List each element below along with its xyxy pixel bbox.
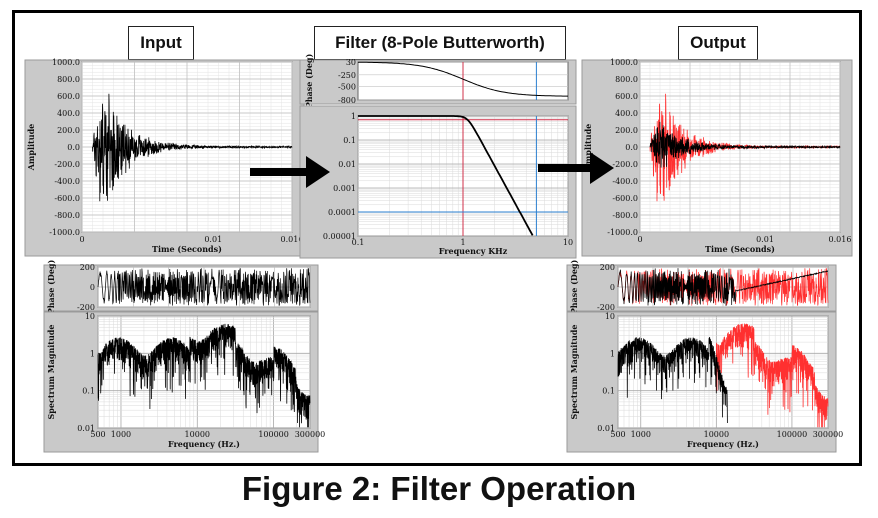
filter-phase-y-label: Phase (Deg) — [304, 53, 314, 108]
output_phase-series-1 — [617, 268, 829, 306]
output_spectrum-y-tick: 10 — [605, 312, 615, 321]
input_spectrum-y-tick: 1 — [90, 349, 95, 358]
input_time-y-tick: -400.0 — [54, 177, 80, 186]
input_time-x-tick: 0.016 — [281, 235, 304, 244]
input_spectrum-x-tick: 300000 — [295, 430, 326, 439]
output_time-y-label: Amplitude — [583, 124, 593, 172]
filter-title: Filter (8-Pole Butterworth) — [314, 26, 566, 60]
filter-magnitude-x-tick: 0.1 — [352, 238, 365, 247]
input_time-y-tick: 200.0 — [57, 126, 80, 135]
output_time-y-tick: 400.0 — [615, 109, 638, 118]
input_spectrum-series-0 — [97, 323, 311, 428]
output_spectrum-y-tick: 0.1 — [602, 387, 615, 396]
output_time-x-tick: 0 — [637, 235, 642, 244]
input_time-y-tick: 400.0 — [57, 109, 80, 118]
filter-magnitude-y-tick: 0.01 — [338, 160, 356, 169]
filter-magnitude-y-tick: 1 — [351, 112, 356, 121]
input_spectrum-x-tick: 500 — [90, 430, 105, 439]
output_time-x-label: Time (Seconds) — [705, 244, 775, 254]
input_phase-series-0 — [97, 267, 311, 306]
input_time-y-tick: 600.0 — [57, 92, 80, 101]
input_spectrum-y-tick: 10 — [85, 312, 95, 321]
output_time-y-tick: -200.0 — [612, 160, 638, 169]
input_time-x-tick: 0 — [79, 235, 84, 244]
filter-magnitude-curve — [358, 115, 534, 236]
output_time-y-tick: 800.0 — [615, 75, 638, 84]
output_time-y-tick: -600.0 — [612, 194, 638, 203]
input_spectrum-y-tick: 0.01 — [77, 424, 95, 433]
input_time-y-tick: -800.0 — [54, 211, 80, 220]
filter-magnitude-x-tick: 10 — [563, 238, 573, 247]
output_phase-y-tick: 0 — [610, 283, 615, 292]
filter-phase-y-tick: -800 — [338, 96, 356, 105]
arrow-filter-to-output-head — [590, 152, 614, 184]
output_spectrum-x-label: Frequency (Hz.) — [687, 439, 759, 449]
output_spectrum-x-tick: 300000 — [813, 430, 844, 439]
output_spectrum-x-tick: 1000 — [631, 430, 651, 439]
input_time-y-tick: -200.0 — [54, 160, 80, 169]
output_spectrum-x-tick: 500 — [610, 430, 625, 439]
input_time-y-label: Amplitude — [26, 124, 36, 172]
filter-phase-y-tick: 30 — [346, 58, 356, 67]
arrow-input-to-filter-head — [306, 156, 330, 188]
filter-phase-curve — [358, 61, 568, 97]
filter-magnitude-y-tick: 0.00001 — [323, 232, 356, 241]
output_phase-y-tick: 200 — [600, 263, 615, 272]
output_time-y-tick: 200.0 — [615, 126, 638, 135]
output_phase-y-tick: -200 — [597, 303, 615, 312]
output_spectrum-x-tick: 100000 — [777, 430, 808, 439]
output_time-x-tick: 0.01 — [756, 235, 774, 244]
output_time-series-1 — [649, 121, 841, 168]
input_time-x-tick: 0.01 — [204, 235, 222, 244]
input_time-series-0 — [92, 93, 293, 202]
input_spectrum-x-tick: 10000 — [185, 430, 210, 439]
output_spectrum-y-label: Spectrum Magnitude — [569, 325, 579, 420]
filter-magnitude-y-tick: 0.001 — [333, 184, 356, 193]
input_spectrum-x-tick: 100000 — [258, 430, 289, 439]
output_time-y-tick: -800.0 — [612, 211, 638, 220]
input_phase-y-tick: 0 — [90, 283, 95, 292]
output_time-y-tick: -400.0 — [612, 177, 638, 186]
input_time-y-tick: 1000.0 — [52, 58, 80, 67]
input_time-x-label: Time (Seconds) — [152, 244, 222, 254]
output_time-y-tick: -1000.0 — [607, 228, 638, 237]
filter-magnitude-y-tick: 0.1 — [343, 136, 356, 145]
output_spectrum-series-0 — [716, 323, 829, 428]
input_phase-y-tick: -200 — [77, 303, 95, 312]
input_spectrum-x-label: Frequency (Hz.) — [168, 439, 240, 449]
input_time-y-tick: -600.0 — [54, 194, 80, 203]
output_spectrum-x-tick: 10000 — [704, 430, 729, 439]
output_spectrum-y-tick: 0.01 — [597, 424, 615, 433]
output_time-y-tick: 1000.0 — [610, 58, 638, 67]
input_spectrum-x-tick: 1000 — [111, 430, 131, 439]
input_phase-y-tick: 200 — [80, 263, 95, 272]
filter-magnitude-x-tick: 1 — [460, 238, 465, 247]
output_time-y-tick: 600.0 — [615, 92, 638, 101]
filter-magnitude-y-tick: 0.0001 — [328, 208, 356, 217]
output_phase-y-label: Phase (Deg) — [569, 259, 579, 314]
input_time-y-tick: 800.0 — [57, 75, 80, 84]
input_phase-y-label: Phase (Deg) — [46, 259, 56, 314]
output_spectrum-series-1 — [617, 336, 728, 424]
output_time-x-tick: 0.016 — [829, 235, 852, 244]
output_spectrum-y-tick: 1 — [610, 349, 615, 358]
filter-magnitude-x-label: Frequency KHz — [439, 246, 508, 256]
input_spectrum-y-label: Spectrum Magnitude — [46, 325, 56, 420]
filter-phase-y-tick: -250 — [338, 71, 356, 80]
input-title: Input — [128, 26, 194, 60]
input_time-y-tick: -1000.0 — [49, 228, 80, 237]
input_spectrum-y-tick: 0.1 — [82, 387, 95, 396]
input_time-y-tick: 0.0 — [67, 143, 80, 152]
figure-caption: Figure 2: Filter Operation — [241, 470, 637, 507]
output_time-y-tick: 0.0 — [625, 143, 638, 152]
filter-phase-y-tick: -500 — [338, 82, 356, 91]
